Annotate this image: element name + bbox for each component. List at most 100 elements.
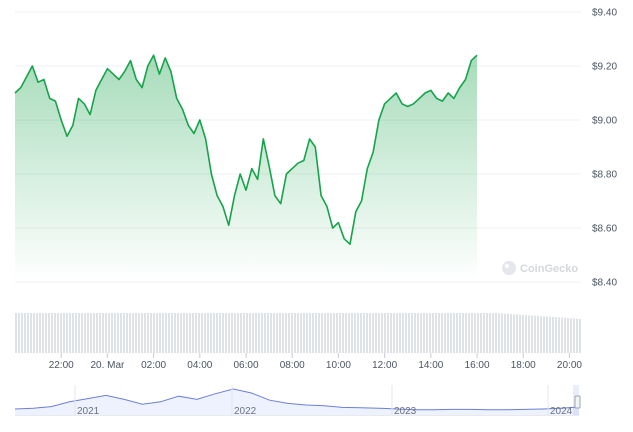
volume-bar — [297, 313, 299, 353]
volume-bar — [144, 313, 146, 353]
volume-bar — [357, 313, 359, 353]
volume-bar — [549, 316, 551, 353]
volume-bar — [240, 313, 242, 353]
volume-bar — [114, 313, 116, 353]
navigator-handle[interactable] — [574, 395, 581, 409]
volume-bar — [42, 313, 44, 353]
volume-bar — [54, 313, 56, 353]
volume-bar — [117, 313, 119, 353]
volume-bar — [408, 313, 410, 353]
navigator-line — [14, 388, 580, 411]
volume-bar — [417, 313, 419, 353]
volume-bar — [138, 313, 140, 353]
volume-bar — [126, 313, 128, 353]
volume-bar — [318, 313, 320, 353]
volume-bar — [87, 313, 89, 353]
volume-bar — [141, 313, 143, 353]
volume-bar — [360, 313, 362, 353]
volume-bar — [564, 317, 566, 353]
volume-bar — [351, 313, 353, 353]
volume-bar — [96, 313, 98, 353]
y-tick-label: $8.80 — [592, 170, 617, 181]
volume-bar — [441, 313, 443, 353]
volume-bar — [324, 313, 326, 353]
y-tick-label: $9.00 — [592, 116, 617, 127]
volume-bar — [546, 316, 548, 353]
volume-bar — [330, 313, 332, 353]
volume-bar — [315, 313, 317, 353]
volume-bar — [552, 316, 554, 353]
volume-bar — [186, 313, 188, 353]
coingecko-logo-eye — [505, 264, 509, 268]
y-tick-label: $8.60 — [592, 224, 617, 235]
volume-bar — [333, 313, 335, 353]
volume-bar — [378, 313, 380, 353]
volume-bar — [60, 313, 62, 353]
volume-bar — [177, 313, 179, 353]
volume-bar — [207, 313, 209, 353]
coingecko-logo-icon — [502, 261, 516, 275]
volume-bar — [48, 313, 50, 353]
range-navigator[interactable]: 2021 2022 2023 2024 — [14, 385, 581, 417]
volume-bar — [45, 313, 47, 353]
volume-bar — [69, 313, 71, 353]
volume-bar — [477, 313, 479, 353]
volume-bar — [540, 316, 542, 353]
x-axis-ticks: 22:00 20. Mar 02:00 04:00 06:00 08:00 10:00 12:… — [49, 353, 582, 371]
volume-bar — [135, 313, 137, 353]
volume-bar — [396, 313, 398, 353]
navigator-year-label: 2021 — [77, 406, 100, 417]
volume-bar — [132, 313, 134, 353]
volume-bar — [423, 313, 425, 353]
volume-bar — [567, 318, 569, 353]
volume-bar — [234, 313, 236, 353]
x-tick-label: 02:00 — [141, 360, 166, 371]
volume-bar — [156, 313, 158, 353]
volume-bar — [75, 313, 77, 353]
volume-bar — [501, 313, 503, 353]
volume-bar — [489, 313, 491, 353]
volume-bar — [492, 313, 494, 353]
volume-bar — [306, 313, 308, 353]
volume-bar — [336, 313, 338, 353]
volume-bar — [276, 313, 278, 353]
volume-bar — [102, 313, 104, 353]
x-tick-label: 16:00 — [465, 360, 490, 371]
volume-bar — [393, 313, 395, 353]
volume-bar — [453, 313, 455, 353]
volume-bar — [558, 317, 560, 353]
x-tick-label: 18:00 — [511, 360, 536, 371]
x-tick-label: 04:00 — [187, 360, 212, 371]
volume-bar — [231, 313, 233, 353]
volume-bar — [105, 313, 107, 353]
volume-bar — [174, 313, 176, 353]
volume-bar — [255, 313, 257, 353]
volume-bar — [39, 313, 41, 353]
volume-bar — [267, 313, 269, 353]
volume-bar — [429, 313, 431, 353]
volume-bar — [468, 313, 470, 353]
volume-bars — [15, 313, 581, 353]
volume-bar — [183, 313, 185, 353]
volume-bar — [354, 313, 356, 353]
x-tick-label: 22:00 — [49, 360, 74, 371]
volume-bar — [30, 313, 32, 353]
volume-bar — [369, 313, 371, 353]
x-tick-label: 20:00 — [557, 360, 582, 371]
volume-bar — [243, 313, 245, 353]
volume-bar — [210, 313, 212, 353]
navigator-area — [15, 389, 579, 415]
x-tick-label: 10:00 — [326, 360, 351, 371]
volume-bar — [366, 313, 368, 353]
coingecko-watermark: CoinGecko — [502, 261, 578, 275]
volume-bar — [162, 313, 164, 353]
volume-bar — [522, 314, 524, 353]
volume-bar — [309, 313, 311, 353]
volume-bar — [381, 313, 383, 353]
volume-bar — [282, 313, 284, 353]
volume-bar — [342, 313, 344, 353]
watermark-text: CoinGecko — [520, 263, 578, 275]
volume-bar — [273, 313, 275, 353]
